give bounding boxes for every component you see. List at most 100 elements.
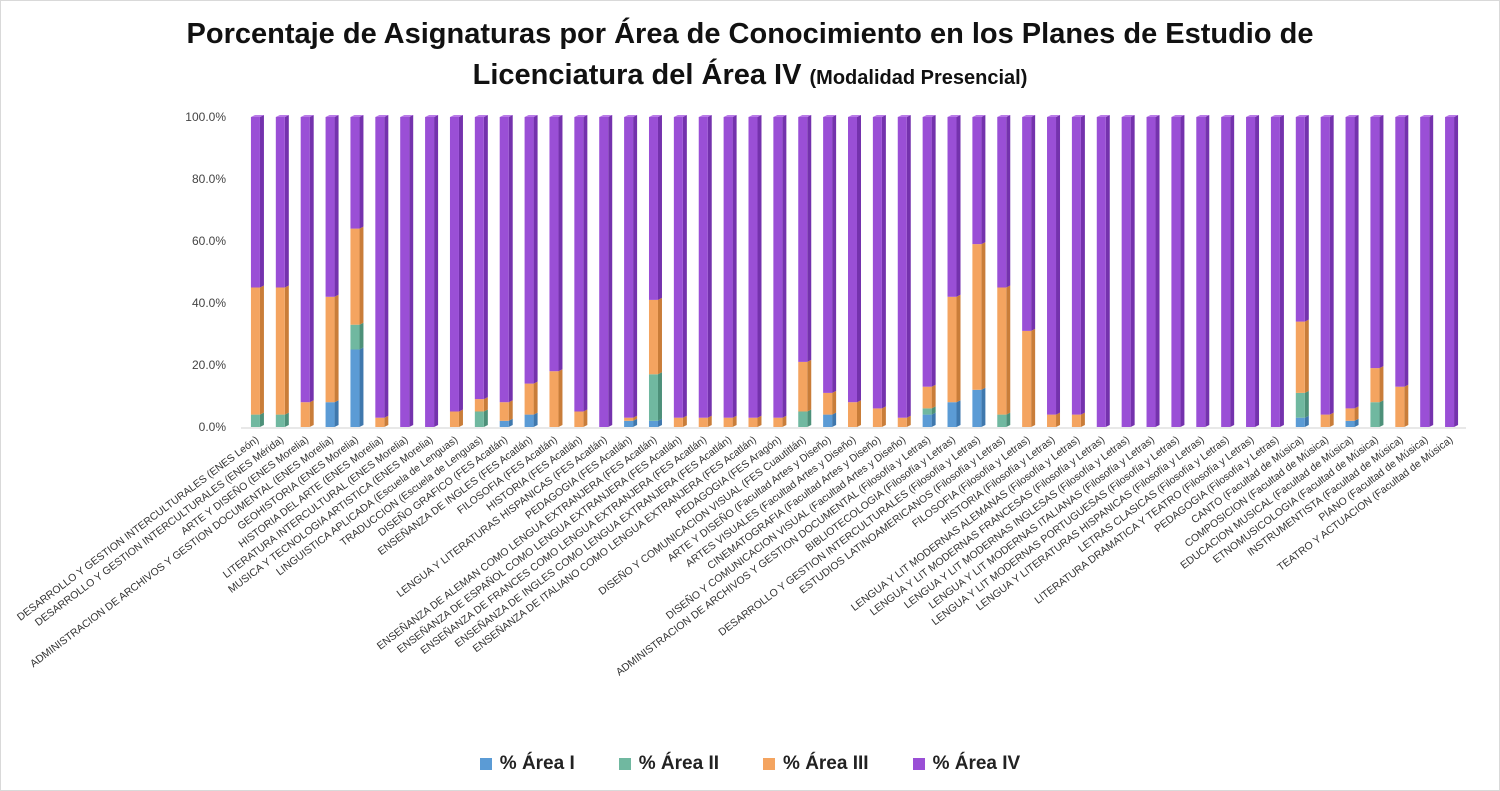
bar-segment-side xyxy=(633,115,638,418)
bar-segment-side xyxy=(458,409,463,427)
bar-top-cap xyxy=(624,115,638,117)
bar-segment-side xyxy=(657,372,662,421)
bar-segment-side xyxy=(707,415,712,427)
bar-top-cap xyxy=(897,115,911,117)
bar-segment-side xyxy=(458,115,463,412)
bar-segment xyxy=(624,117,634,418)
bar-segment xyxy=(1022,330,1032,427)
bar-segment-side xyxy=(1031,115,1036,331)
bar-segment xyxy=(823,414,833,427)
bar-segment-side xyxy=(533,115,538,384)
bar-segment xyxy=(599,117,609,427)
legend-label: % Área III xyxy=(783,753,869,774)
bar-segment-side xyxy=(1304,390,1309,418)
bar-top-cap xyxy=(1096,115,1110,117)
legend-label: % Área II xyxy=(638,753,720,774)
bar-segment xyxy=(1146,117,1156,427)
bar-top-cap xyxy=(1071,115,1085,117)
bar-segment-side xyxy=(583,115,588,412)
bar-segment xyxy=(624,420,634,427)
bar-segment xyxy=(798,117,808,362)
bar-top-cap xyxy=(698,115,712,117)
bar-segment-side xyxy=(1080,412,1085,427)
bar-segment-side xyxy=(1155,115,1160,427)
bar-segment xyxy=(1370,117,1380,369)
bar-segment xyxy=(499,420,509,427)
bar-segment xyxy=(474,117,484,400)
y-tick-label: 60.0% xyxy=(192,234,226,248)
bar-segment-side xyxy=(1006,412,1011,427)
bar-segment-side xyxy=(284,412,289,427)
bar-top-cap xyxy=(350,115,364,117)
bar-segment-side xyxy=(1354,418,1359,427)
bar-segment xyxy=(748,417,758,427)
bar-top-cap xyxy=(599,115,613,117)
bar-segment-side xyxy=(409,115,414,427)
bar-top-cap xyxy=(972,115,986,117)
bar-segment xyxy=(897,117,907,418)
bar-segment-side xyxy=(359,115,364,229)
bar-segment xyxy=(574,411,584,427)
bar-top-cap xyxy=(673,115,687,117)
bar-segment xyxy=(1420,117,1430,427)
y-tick-label: 80.0% xyxy=(192,172,226,186)
bar-segment xyxy=(1071,414,1081,427)
legend-swatch xyxy=(912,758,925,770)
bar-segment-side xyxy=(1056,115,1061,415)
bar-segment-side xyxy=(483,409,488,427)
bar-segment xyxy=(1071,117,1081,415)
bar-segment-side xyxy=(981,387,986,427)
bar-top-cap xyxy=(449,115,463,117)
bar-segment xyxy=(1295,321,1305,393)
bar-segment-side xyxy=(707,115,712,418)
bar-segment xyxy=(1370,402,1380,427)
bar-segment xyxy=(1096,117,1106,427)
bar-segment-side xyxy=(1329,115,1334,415)
bar-segment xyxy=(1047,117,1057,415)
bar-top-cap xyxy=(748,115,762,117)
bar-segment xyxy=(350,324,360,350)
chart-title-main: Licenciatura del Área IV xyxy=(472,59,802,91)
bar-top-cap xyxy=(1295,115,1309,117)
bar-top-cap xyxy=(1345,115,1359,117)
bar-segment-side xyxy=(931,412,936,427)
bar-segment-side xyxy=(359,347,364,427)
bar-top-cap xyxy=(1320,115,1334,117)
bar-segment xyxy=(1345,117,1355,409)
stacked-bar-chart: 0.0% 20.0% 40.0% 60.0% 80.0% 100.0% DESARROLLO… xyxy=(15,110,1466,678)
bar-segment xyxy=(1270,117,1280,427)
bar-segment xyxy=(723,117,733,418)
bar-segment-side xyxy=(533,381,538,415)
bar-segment xyxy=(1221,117,1231,427)
bar-segment xyxy=(823,392,833,415)
bar-segment-side xyxy=(1006,115,1011,288)
bar-segment xyxy=(1445,117,1455,427)
bar-segment-side xyxy=(1379,115,1384,369)
bar-segment-side xyxy=(558,115,563,372)
bar-segment-side xyxy=(732,415,737,427)
bar-segment xyxy=(947,296,957,403)
bar-segment-side xyxy=(931,406,936,415)
bar-segment xyxy=(1121,117,1131,427)
bar-segment xyxy=(549,117,559,372)
bar-segment xyxy=(922,408,932,415)
bar-segment xyxy=(1295,392,1305,418)
bar-segment xyxy=(848,402,857,427)
bar-segment-side xyxy=(633,415,638,421)
bar-segment xyxy=(972,117,982,245)
bar-segment xyxy=(872,408,882,427)
bar-segment-side xyxy=(334,115,339,297)
chart-legend: % Área I % Área II % Área III % Área IV xyxy=(0,753,1500,775)
bar-segment xyxy=(997,414,1007,427)
bar-segment-side xyxy=(1130,115,1135,427)
bar-segment xyxy=(1295,417,1305,427)
bar-segment xyxy=(773,117,783,418)
bar-segment-side xyxy=(956,294,961,403)
bar-segment xyxy=(325,117,335,297)
bar-segment-side xyxy=(633,418,638,427)
bar-segment xyxy=(474,399,484,412)
chart-title-line-1: Porcentaje de Asignaturas por Área de Co… xyxy=(186,18,1314,50)
bar-top-cap xyxy=(1171,115,1185,117)
bar-segment xyxy=(897,417,907,427)
legend-item: % Área I xyxy=(479,753,575,775)
